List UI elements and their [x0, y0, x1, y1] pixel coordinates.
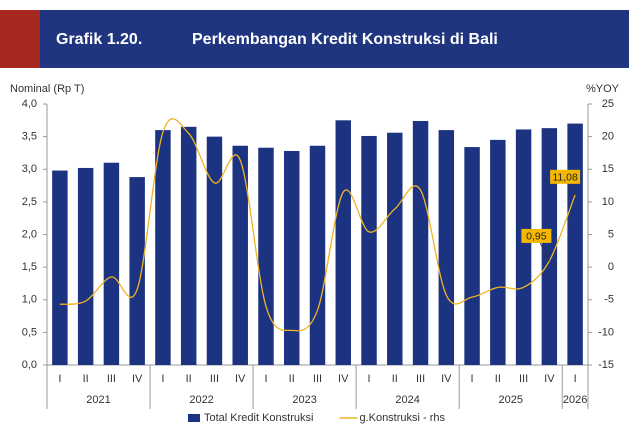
y2-tick-label: 0 [608, 261, 614, 273]
bar [515, 129, 532, 365]
x-tick-label: I [367, 373, 370, 385]
data-label: 0,95 [526, 231, 547, 243]
x-tick-label: I [574, 373, 577, 385]
x-tick-label: II [186, 373, 192, 385]
bar [490, 139, 506, 365]
y-tick-label: 3,5 [22, 131, 37, 143]
y-axis-label: Nominal (Rp T) [10, 83, 84, 95]
x-group-label: 2025 [498, 394, 522, 406]
x-tick-label: II [392, 373, 398, 385]
x-tick-label: I [161, 373, 164, 385]
legend-label: Total Kredit Konstruksi [204, 412, 313, 424]
bar [567, 123, 583, 365]
x-tick-label: I [264, 373, 267, 385]
header-accent [0, 10, 40, 68]
x-tick-label: I [58, 373, 61, 385]
bar [412, 120, 429, 365]
x-tick-label: III [519, 373, 528, 385]
y2-tick-label: 10 [602, 196, 614, 208]
y2-tick-label: -10 [598, 326, 614, 338]
y-tick-label: 1,0 [22, 294, 37, 306]
bar [387, 132, 403, 365]
x-tick-label: II [495, 373, 501, 385]
x-tick-label: III [416, 373, 425, 385]
bar [438, 130, 455, 365]
y2-tick-label: 15 [602, 163, 614, 175]
y-tick-label: 2,5 [22, 196, 37, 208]
x-tick-label: IV [235, 373, 246, 385]
bar [232, 145, 248, 365]
x-group-label: 2024 [395, 394, 419, 406]
y2-tick-label: 25 [602, 98, 614, 110]
data-label: 11,08 [552, 172, 578, 184]
label-box [550, 169, 581, 184]
bar [180, 126, 197, 366]
x-tick-label: IV [132, 373, 143, 385]
y2-tick-label: 5 [608, 228, 614, 240]
y-tick-label: 1,5 [22, 261, 37, 273]
bar [309, 145, 326, 365]
bar [52, 170, 68, 365]
x-group-label: 2021 [86, 394, 110, 406]
x-tick-label: I [471, 373, 474, 385]
bar [129, 177, 145, 365]
header-band [40, 10, 629, 68]
y-tick-label: 4,0 [22, 98, 37, 110]
y-tick-label: 3,0 [22, 163, 37, 175]
label-box [521, 228, 552, 243]
chart-title: Perkembangan Kredit Konstruksi di Bali [192, 31, 498, 48]
x-group-label: 2023 [292, 394, 316, 406]
legend-swatch [188, 414, 200, 422]
bar [464, 147, 480, 365]
y2-tick-label: 20 [602, 131, 614, 143]
y2-tick-label: -5 [604, 294, 614, 306]
bar [361, 135, 377, 365]
bar [284, 150, 300, 365]
bar [206, 136, 223, 365]
y2-tick-label: -15 [598, 359, 614, 371]
x-group-label: 2026 [563, 394, 587, 406]
x-tick-label: II [289, 373, 295, 385]
bar [155, 130, 171, 365]
x-tick-label: IV [544, 373, 555, 385]
bar [103, 162, 120, 365]
bar [258, 147, 274, 365]
x-tick-label: II [83, 373, 89, 385]
legend-label: g.Konstruksi - rhs [359, 412, 445, 424]
x-tick-label: IV [441, 373, 452, 385]
x-tick-label: III [210, 373, 219, 385]
x-tick-label: IV [338, 373, 349, 385]
bar [541, 128, 558, 365]
bar [335, 120, 351, 365]
y-tick-label: 0,5 [22, 326, 37, 338]
line [59, 118, 576, 332]
figure-label: Grafik 1.20. [56, 31, 142, 48]
y2-axis-label: %YOY [586, 83, 620, 95]
y-tick-label: 2,0 [22, 228, 37, 240]
x-group-label: 2022 [189, 394, 213, 406]
bar [77, 167, 94, 365]
x-tick-label: III [107, 373, 116, 385]
x-tick-label: III [313, 373, 322, 385]
y-tick-label: 0,0 [22, 359, 37, 371]
